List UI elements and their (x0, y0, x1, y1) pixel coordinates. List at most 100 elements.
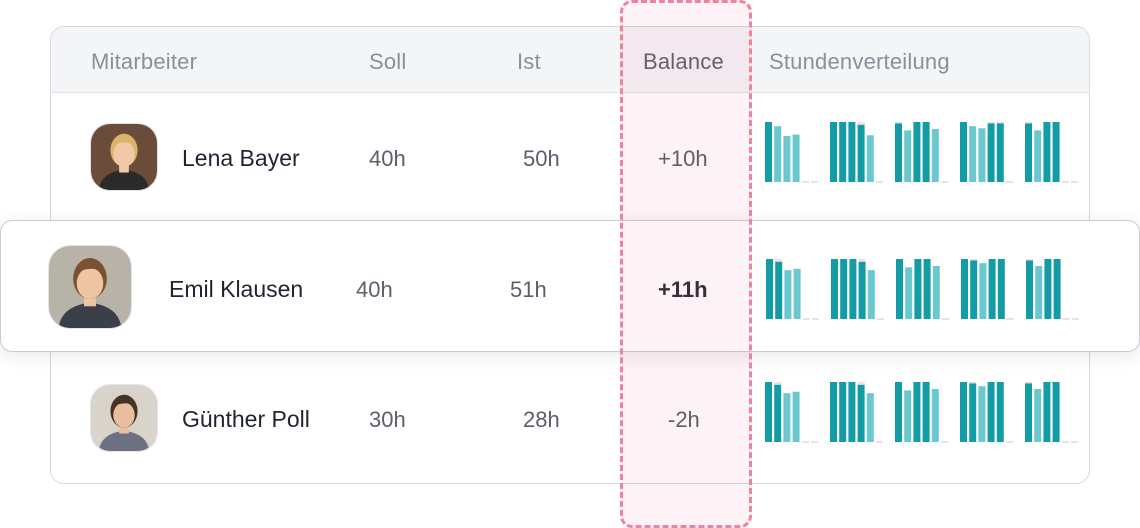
day-hours-bar[interactable] (1035, 265, 1043, 319)
day-hours-bar[interactable] (1034, 130, 1042, 182)
day-hours-bar[interactable] (1053, 259, 1061, 319)
day-hours-bar[interactable] (913, 122, 921, 182)
day-hours-bar[interactable] (922, 122, 930, 182)
day-hours-bar[interactable] (765, 382, 772, 442)
day-hours-bar[interactable] (969, 383, 977, 442)
day-hours-bar[interactable] (987, 123, 995, 182)
overtime-mark (774, 382, 782, 385)
day-hours-bar[interactable] (931, 128, 939, 182)
day-hours-bar[interactable] (866, 393, 874, 442)
overtime-mark (895, 122, 902, 124)
day-hours-bar[interactable] (840, 259, 848, 319)
avatar (90, 384, 158, 452)
day-hours-bar[interactable] (960, 382, 967, 442)
day-hours-bar[interactable] (848, 122, 856, 182)
day-hours-bar[interactable] (849, 259, 857, 319)
employee-name: Lena Bayer (182, 145, 300, 171)
day-hours-bar[interactable] (839, 122, 847, 182)
day-hours-bar[interactable] (914, 259, 922, 319)
empty-day-mark (811, 441, 818, 443)
day-hours-bar[interactable] (969, 126, 977, 182)
empty-day-mark (1061, 441, 1069, 443)
empty-day-mark (876, 441, 883, 443)
hours-distribution-chart (765, 122, 1081, 184)
day-hours-bar[interactable] (961, 259, 968, 319)
day-hours-bar[interactable] (1043, 382, 1051, 442)
day-hours-bar[interactable] (896, 259, 903, 319)
day-hours-bar[interactable] (923, 259, 931, 319)
day-hours-bar[interactable] (848, 382, 856, 442)
day-hours-bar[interactable] (775, 261, 783, 319)
header-actual[interactable]: Ist (517, 49, 541, 74)
empty-day-mark (1072, 318, 1079, 320)
employee-name: Günther Poll (182, 406, 310, 432)
table-row-selected[interactable]: Emil Klausen 40h 51h +11h (0, 220, 1140, 352)
day-hours-bar[interactable] (858, 261, 866, 319)
day-hours-bar[interactable] (895, 382, 902, 442)
day-hours-bar[interactable] (895, 123, 902, 182)
day-hours-bar[interactable] (996, 382, 1004, 442)
day-hours-bar[interactable] (904, 130, 912, 182)
header-employee[interactable]: Mitarbeiter (91, 49, 198, 74)
day-hours-bar[interactable] (866, 135, 874, 182)
day-hours-bar[interactable] (766, 259, 773, 319)
day-hours-bar[interactable] (987, 382, 995, 442)
portrait-image (91, 124, 157, 190)
day-hours-bar[interactable] (831, 259, 838, 319)
balance-hours: -2h (668, 407, 700, 432)
day-hours-bar[interactable] (970, 260, 978, 319)
day-hours-bar[interactable] (792, 134, 800, 182)
day-hours-bar[interactable] (765, 122, 772, 182)
day-hours-bar[interactable] (1043, 122, 1051, 182)
header-balance[interactable]: Balance (643, 49, 724, 74)
avatar (90, 123, 158, 191)
header-distribution[interactable]: Stundenverteilung (769, 49, 950, 74)
day-hours-bar[interactable] (978, 128, 986, 182)
day-hours-bar[interactable] (1025, 383, 1032, 442)
day-hours-bar[interactable] (979, 263, 987, 319)
empty-day-mark (1006, 181, 1013, 183)
day-hours-bar[interactable] (867, 270, 875, 319)
table-row[interactable]: Günther Poll 30h 28h -2h (50, 354, 1090, 484)
table-header: Mitarbeiter Soll Ist Balance Stundenvert… (51, 27, 1089, 93)
day-hours-bar[interactable] (783, 393, 791, 442)
day-hours-bar[interactable] (905, 267, 913, 319)
overtime-mark (775, 259, 783, 262)
day-hours-bar[interactable] (784, 270, 792, 319)
day-hours-bar[interactable] (978, 386, 986, 442)
day-hours-bar[interactable] (1025, 123, 1032, 182)
overtime-mark (1025, 122, 1032, 124)
day-hours-bar[interactable] (1034, 388, 1042, 442)
day-hours-bar[interactable] (932, 265, 940, 319)
hours-distribution-chart (765, 382, 1081, 444)
day-hours-bar[interactable] (988, 259, 996, 319)
day-hours-bar[interactable] (830, 382, 837, 442)
day-hours-bar[interactable] (774, 126, 782, 182)
day-hours-bar[interactable] (904, 390, 912, 442)
day-hours-bar[interactable] (997, 259, 1005, 319)
empty-day-mark (1071, 181, 1078, 183)
day-hours-bar[interactable] (857, 124, 865, 182)
day-hours-bar[interactable] (839, 382, 847, 442)
day-hours-bar[interactable] (1052, 122, 1060, 182)
day-hours-bar[interactable] (1044, 259, 1052, 319)
target-hours: 30h (369, 407, 406, 432)
day-hours-bar[interactable] (1052, 382, 1060, 442)
day-hours-bar[interactable] (793, 268, 801, 319)
day-hours-bar[interactable] (1026, 260, 1033, 319)
day-hours-bar[interactable] (922, 382, 930, 442)
day-hours-bar[interactable] (960, 122, 967, 182)
empty-day-mark (941, 181, 948, 183)
day-hours-bar[interactable] (774, 384, 782, 442)
header-target[interactable]: Soll (369, 49, 407, 74)
day-hours-bar[interactable] (792, 391, 800, 442)
day-hours-bar[interactable] (931, 388, 939, 442)
day-hours-bar[interactable] (913, 382, 921, 442)
day-hours-bar[interactable] (783, 135, 791, 182)
day-hours-bar[interactable] (996, 123, 1004, 182)
table-row[interactable]: Lena Bayer 40h 50h +10h (50, 92, 1090, 222)
empty-day-mark (1061, 181, 1069, 183)
balance-hours: +10h (658, 146, 708, 171)
day-hours-bar[interactable] (857, 384, 865, 442)
day-hours-bar[interactable] (830, 122, 837, 182)
